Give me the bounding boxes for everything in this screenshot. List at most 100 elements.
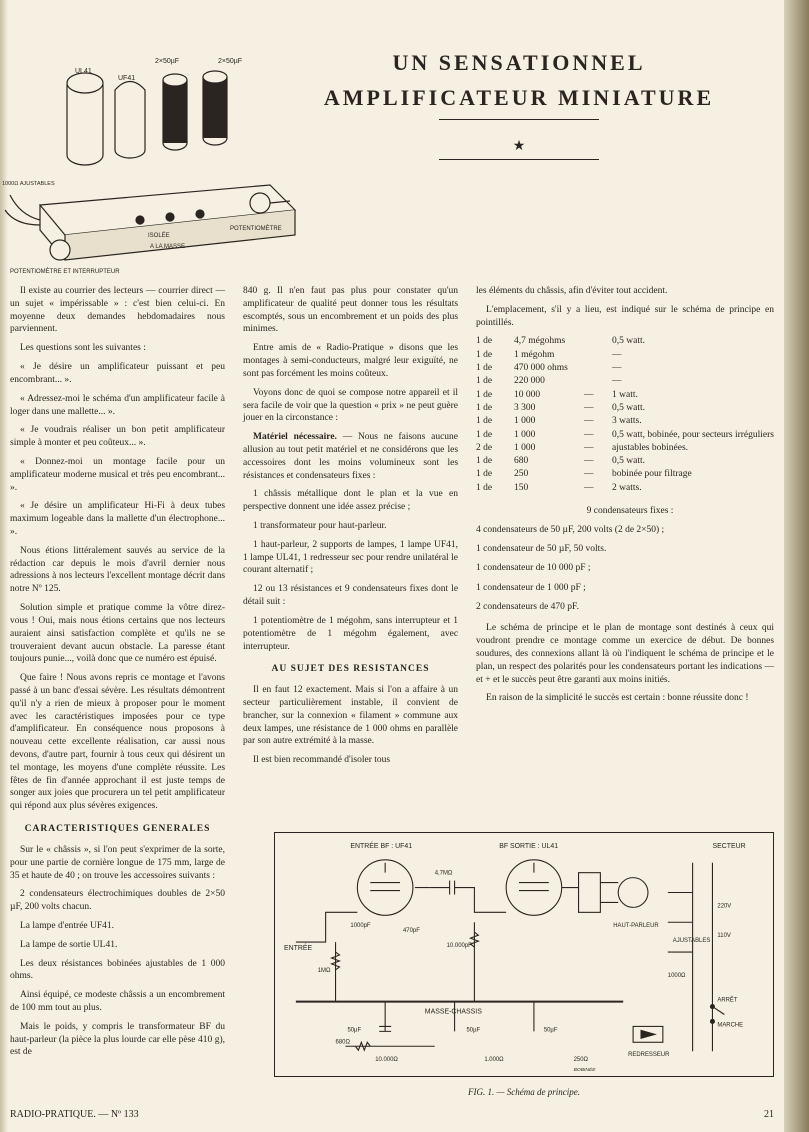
body-text: 2 condensateurs électrochimiques doubles… [10,888,225,914]
capacitor-list: 4 condensateurs de 50 µF, 200 volts (2 d… [476,524,774,614]
footer-page-number: 21 [764,1109,774,1120]
schematic-diagram: ENTRÉE BF : UF41 BF SORTIE : UL41 SECTEU… [274,832,774,1077]
title-rule-2 [439,159,599,160]
body-text: Ainsi équipé, ce modeste châssis a un en… [10,989,225,1015]
resistor-row: 1 de10 000—1 watt. [476,389,774,402]
body-text: 1 châssis métallique dont le plan et la … [243,488,458,514]
section-heading: AU SUJET DES RESISTANCES [243,663,458,676]
body-text: « Je désire un amplificateur Hi-Fi à deu… [10,500,225,538]
svg-text:1000Ω: 1000Ω [668,973,686,979]
svg-text:1000pF: 1000pF [350,923,371,929]
svg-text:BOBINÉE: BOBINÉE [574,1066,597,1073]
body-text: Le schéma de principe et le plan de mont… [476,622,774,686]
body-text: Entre amis de « Radio-Pratique » disons … [243,342,458,380]
section-heading: CARACTERISTIQUES GENERALES [10,823,225,836]
schematic-label: SECTEUR [712,843,745,850]
resistor-row: 1 de470 000 ohms— [476,362,774,375]
body-text: Il existe au courrier des lecteurs — cou… [10,285,225,336]
svg-text:470pF: 470pF [403,928,420,934]
svg-text:4,7MΩ: 4,7MΩ [435,871,453,877]
body-text: L'emplacement, s'il y a lieu, est indiqu… [476,304,774,330]
body-text: La lampe de sortie UL41. [10,939,225,952]
title-line-2: AMPLIFICATEUR MINIATURE [299,80,739,115]
body-text: « Adressez-moi le schéma d'un amplificat… [10,393,225,419]
body-text: Solution simple et pratique comme la vôt… [10,602,225,666]
body-text: « Donnez-moi un montage facile pour un a… [10,456,225,494]
label-cap-2: 2×50µF [218,58,242,65]
body-text: En raison de la simplicité le succès est… [476,692,774,705]
body-text: Il est bien recommandé d'isoler tous [243,754,458,767]
resistor-list: 1 de4,7 mégohms0,5 watt.1 de1 mégohm—1 d… [476,335,774,495]
page: UN SENSATIONNEL AMPLIFICATEUR MINIATURE … [0,0,809,1132]
body-text: Que faire ! Nous avons repris ce montage… [10,672,225,813]
capacitor-row: 2 condensateurs de 470 pF. [476,601,774,614]
svg-text:10.000Ω: 10.000Ω [375,1057,398,1063]
title-star-icon: ★ [299,138,739,155]
schematic-label: BF SORTIE : UL41 [499,843,558,850]
svg-text:680Ω: 680Ω [336,1039,351,1045]
label-cap-1: 2×50µF [155,58,179,65]
schematic-label: ENTRÉE BF : UF41 [350,841,412,850]
label-tube-ul41: UL41 [75,68,92,75]
schematic-label: MASSE-CHASSIS [425,1009,482,1016]
svg-text:1.000Ω: 1.000Ω [484,1057,504,1063]
amplifier-perspective-diagram: UL41 UF41 2×50µF 2×50µF ISOLÉE A LA MASS… [0,25,310,275]
schematic-label: ARRÊT [717,996,737,1004]
title-line-1: UN SENSATIONNEL [299,45,739,80]
body-text: Mais le poids, y compris le transformate… [10,1021,225,1059]
body-text: 840 g. Il n'en faut pas plus pour consta… [243,285,458,336]
schematic-label: MARCHE [717,1022,743,1028]
capacitor-row: 1 condensateur de 1 000 pF ; [476,582,774,595]
body-text: Matériel nécessaire. — Nous ne faisons a… [243,431,458,482]
body-text: Les deux résistances bobinées ajustables… [10,958,225,984]
page-footer: RADIO-PRATIQUE. — Nº 133 21 [10,1109,774,1120]
svg-text:220V: 220V [717,903,731,909]
schematic-label: HAUT-PARLEUR [613,923,659,929]
svg-text:110V: 110V [717,933,730,939]
body-text: La lampe d'entrée UF41. [10,920,225,933]
svg-text:250Ω: 250Ω [574,1057,589,1063]
schematic-caption: FIG. 1. — Schéma de principe. [274,1087,774,1097]
footer-publication: RADIO-PRATIQUE. — Nº 133 [10,1109,139,1120]
svg-text:1MΩ: 1MΩ [318,968,331,974]
resistor-row: 1 de250—bobinée pour filtrage [476,468,774,481]
capacitor-heading: 9 condensateurs fixes : [476,505,774,518]
body-text: Il en faut 12 exactement. Mais si l'on a… [243,684,458,748]
body-text: « Je voudrais réaliser un bon petit ampl… [10,424,225,450]
resistor-row: 1 de1 000—0,5 watt, bobinée, pour secteu… [476,429,774,442]
resistor-row: 1 de680—0,5 watt. [476,455,774,468]
svg-text:50µF: 50µF [347,1027,361,1033]
resistor-row: 1 de3 300—0,5 watt. [476,402,774,415]
resistor-row: 1 de4,7 mégohms0,5 watt. [476,335,774,348]
resistor-row: 1 de1 000—3 watts. [476,415,774,428]
schematic-label: AJUSTABLES [673,938,711,944]
resistor-row: 2 de1 000—ajustables bobinées. [476,442,774,455]
resistor-row: 1 de220 000— [476,375,774,388]
body-text: Nous étions littéralement sauvés au serv… [10,545,225,596]
resistor-row: 1 de150—2 watts. [476,482,774,495]
sub-heading: Matériel nécessaire. [253,432,337,442]
schematic-label: REDRESSEUR [628,1052,670,1058]
capacitor-row: 1 condensateur de 50 µF, 50 volts. [476,543,774,556]
body-text: les éléments du châssis, afin d'éviter t… [476,285,774,298]
label-masse: A LA MASSE [150,244,185,250]
svg-text:10.000pF: 10.000pF [447,943,472,949]
column-1: Il existe au courrier des lecteurs — cou… [10,285,225,1065]
body-text: Les questions sont les suivantes : [10,342,225,355]
svg-text:50µF: 50µF [544,1027,558,1033]
svg-text:50µF: 50µF [466,1027,480,1033]
resistor-row: 1 de1 mégohm— [476,349,774,362]
label-isolee: ISOLÉE [148,232,170,239]
label-pot: POTENTIOMÈTRE [230,225,282,232]
article-title: UN SENSATIONNEL AMPLIFICATEUR MINIATURE … [299,45,739,164]
title-rule [439,119,599,120]
label-tube-uf41: UF41 [118,75,135,82]
schematic-label: ENTRÉE [284,943,313,952]
label-adjustables: 1000Ω AJUSTABLES [2,181,55,187]
label-pot-int: POTENTIOMÈTRE ET INTERRUPTEUR [10,268,120,275]
capacitor-row: 1 condensateur de 10 000 pF ; [476,562,774,575]
body-text: 1 haut-parleur, 2 supports de lampes, 1 … [243,539,458,577]
body-text: « Je désire un amplificateur puissant et… [10,361,225,387]
body-text: Voyons donc de quoi se compose notre app… [243,387,458,425]
capacitor-row: 4 condensateurs de 50 µF, 200 volts (2 d… [476,524,774,537]
